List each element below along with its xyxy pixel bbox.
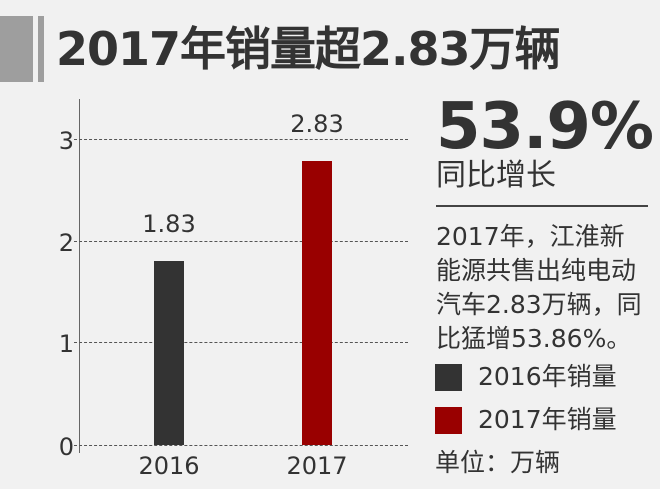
legend-swatch <box>435 407 462 434</box>
growth-label: 同比增长 <box>436 158 556 193</box>
bar-2016 <box>154 261 184 445</box>
legend-swatch <box>435 364 462 391</box>
header-accent-bar <box>0 16 33 82</box>
header-accent-bar-thin <box>38 16 44 82</box>
description: 2017年，江淮新 能源共售出纯电动 汽车2.83万辆，同 比猛增53.86%。 <box>436 220 660 356</box>
y-axis <box>79 99 80 453</box>
gridline-1 <box>74 342 408 343</box>
bar-value-label: 2.83 <box>290 110 344 138</box>
bar-value-label: 1.83 <box>142 210 196 238</box>
legend-label: 2016年销量 <box>478 362 617 391</box>
description-line: 2017年，江淮新 <box>436 222 625 251</box>
divider <box>436 205 648 207</box>
gridline-0 <box>74 445 408 446</box>
description-line: 汽车2.83万辆，同 <box>436 290 642 319</box>
unit-label: 单位：万辆 <box>435 448 561 477</box>
bar-2017 <box>302 161 332 445</box>
x-tick: 2017 <box>286 452 348 480</box>
x-tick: 2016 <box>138 452 200 480</box>
y-tick: 1 <box>58 330 74 358</box>
legend-label: 2017年销量 <box>478 405 617 434</box>
description-line: 能源共售出纯电动 <box>436 256 637 285</box>
y-tick: 0 <box>58 433 74 461</box>
chart-title: 2017年销量超2.83万辆 <box>56 22 561 76</box>
growth-percentage: 53.9% <box>436 90 654 164</box>
y-tick: 2 <box>58 229 74 257</box>
description-line: 比猛增53.86%。 <box>436 324 632 353</box>
gridline-2 <box>74 241 408 242</box>
bar-chart: 3 2 1 0 1.83 2.83 2016 2017 <box>58 99 408 480</box>
y-tick: 3 <box>58 127 74 155</box>
gridline-3 <box>74 139 408 140</box>
